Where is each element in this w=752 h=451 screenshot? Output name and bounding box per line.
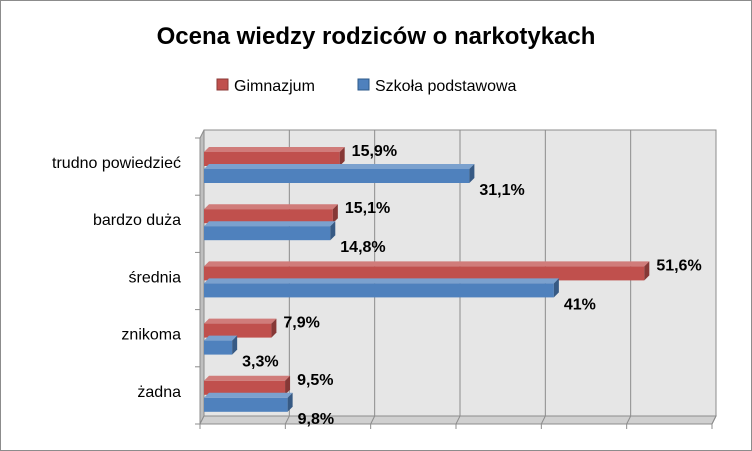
bar-front-face <box>204 397 288 412</box>
data-label-gimnazjum-zadna: 9,5% <box>297 372 333 389</box>
bar-szkola-podstawowa-trudno-powiedziec <box>204 164 475 183</box>
bar-top-face <box>204 318 277 324</box>
bar-front-face <box>204 209 333 224</box>
bar-top-face <box>204 204 338 210</box>
plot-side-wall <box>199 129 205 425</box>
bar-end-face <box>553 278 559 298</box>
chart-title: Ocena wiedzy rodziców o narkotykach <box>157 23 596 50</box>
legend-swatch-szkola-podstawowa <box>357 78 370 91</box>
data-label-szkola-podstawowa-bardzo-duza: 14,8% <box>340 239 385 256</box>
bar-top-face <box>204 221 336 227</box>
gridline-floor <box>711 415 717 425</box>
bar-end-face <box>330 221 336 241</box>
bar-end-face <box>285 375 291 395</box>
bar-gimnazjum-bardzo-duza <box>204 204 338 224</box>
bar-szkola-podstawowa-zadna <box>204 392 293 412</box>
bar-end-face <box>232 335 238 355</box>
bar-top-face <box>204 392 293 398</box>
gridline-floor <box>540 415 546 425</box>
bar-front-face <box>204 283 554 298</box>
bar-front-face <box>204 380 286 395</box>
bar-top-face <box>204 147 345 152</box>
data-label-szkola-podstawowa-zadna: 9,8% <box>298 411 334 428</box>
data-label-gimnazjum-bardzo-duza: 15,1% <box>345 200 390 217</box>
bar-front-face <box>204 266 645 281</box>
data-label-szkola-podstawowa-znikoma: 3,3% <box>242 354 278 371</box>
bar-top-face <box>204 164 475 169</box>
category-label-bardzo-duza: bardzo duża <box>93 212 181 229</box>
data-label-szkola-podstawowa-trudno-powiedziec: 31,1% <box>479 182 524 199</box>
bar-end-face <box>469 164 475 183</box>
gridline-floor <box>626 415 632 425</box>
bar-front-face <box>204 226 331 241</box>
legend: Gimnazjum Szkoła podstawowa <box>216 78 517 95</box>
gridline-floor <box>455 415 461 425</box>
bar-end-face <box>339 147 345 166</box>
bar-end-face <box>332 204 338 224</box>
bar-szkola-podstawowa-srednia <box>204 278 559 298</box>
bar-gimnazjum-srednia <box>204 261 650 281</box>
bar-szkola-podstawowa-znikoma <box>204 335 238 355</box>
bar-front-face <box>204 323 272 338</box>
bar-front-face <box>204 340 233 355</box>
bar-top-face <box>204 335 238 341</box>
bar-szkola-podstawowa-bardzo-duza <box>204 221 336 241</box>
bar-gimnazjum-zadna <box>204 375 291 395</box>
bar-end-face <box>271 318 277 338</box>
gridline-floor <box>370 415 376 425</box>
bar-front-face <box>204 169 470 183</box>
legend-swatch-gimnazjum <box>216 78 229 91</box>
plot-area: trudno powiedzieć 15,9% 31,1% bardzo duża 15… <box>52 129 717 429</box>
bar-front-face <box>204 152 340 166</box>
bar-end-face <box>644 261 650 281</box>
gridline-floor <box>284 415 290 425</box>
data-label-szkola-podstawowa-srednia: 41% <box>564 296 596 313</box>
bar-end-face <box>287 392 293 412</box>
bar-top-face <box>204 261 650 267</box>
category-label-trudno-powiedziec: trudno powiedzieć <box>52 155 181 172</box>
bar-gimnazjum-trudno-powiedziec <box>204 147 345 166</box>
data-label-gimnazjum-znikoma: 7,9% <box>283 315 319 332</box>
bar-gimnazjum-znikoma <box>204 318 277 338</box>
category-label-znikoma: znikoma <box>121 327 181 344</box>
bar-top-face <box>204 375 291 381</box>
data-label-gimnazjum-trudno-powiedziec: 15,9% <box>352 143 397 160</box>
bar-top-face <box>204 278 559 284</box>
legend-label-szkola-podstawowa: Szkoła podstawowa <box>375 78 517 95</box>
data-label-gimnazjum-srednia: 51,6% <box>656 257 701 274</box>
legend-label-gimnazjum: Gimnazjum <box>234 78 315 95</box>
category-label-srednia: średnia <box>129 269 182 286</box>
category-label-zadna: żadna <box>137 384 181 401</box>
